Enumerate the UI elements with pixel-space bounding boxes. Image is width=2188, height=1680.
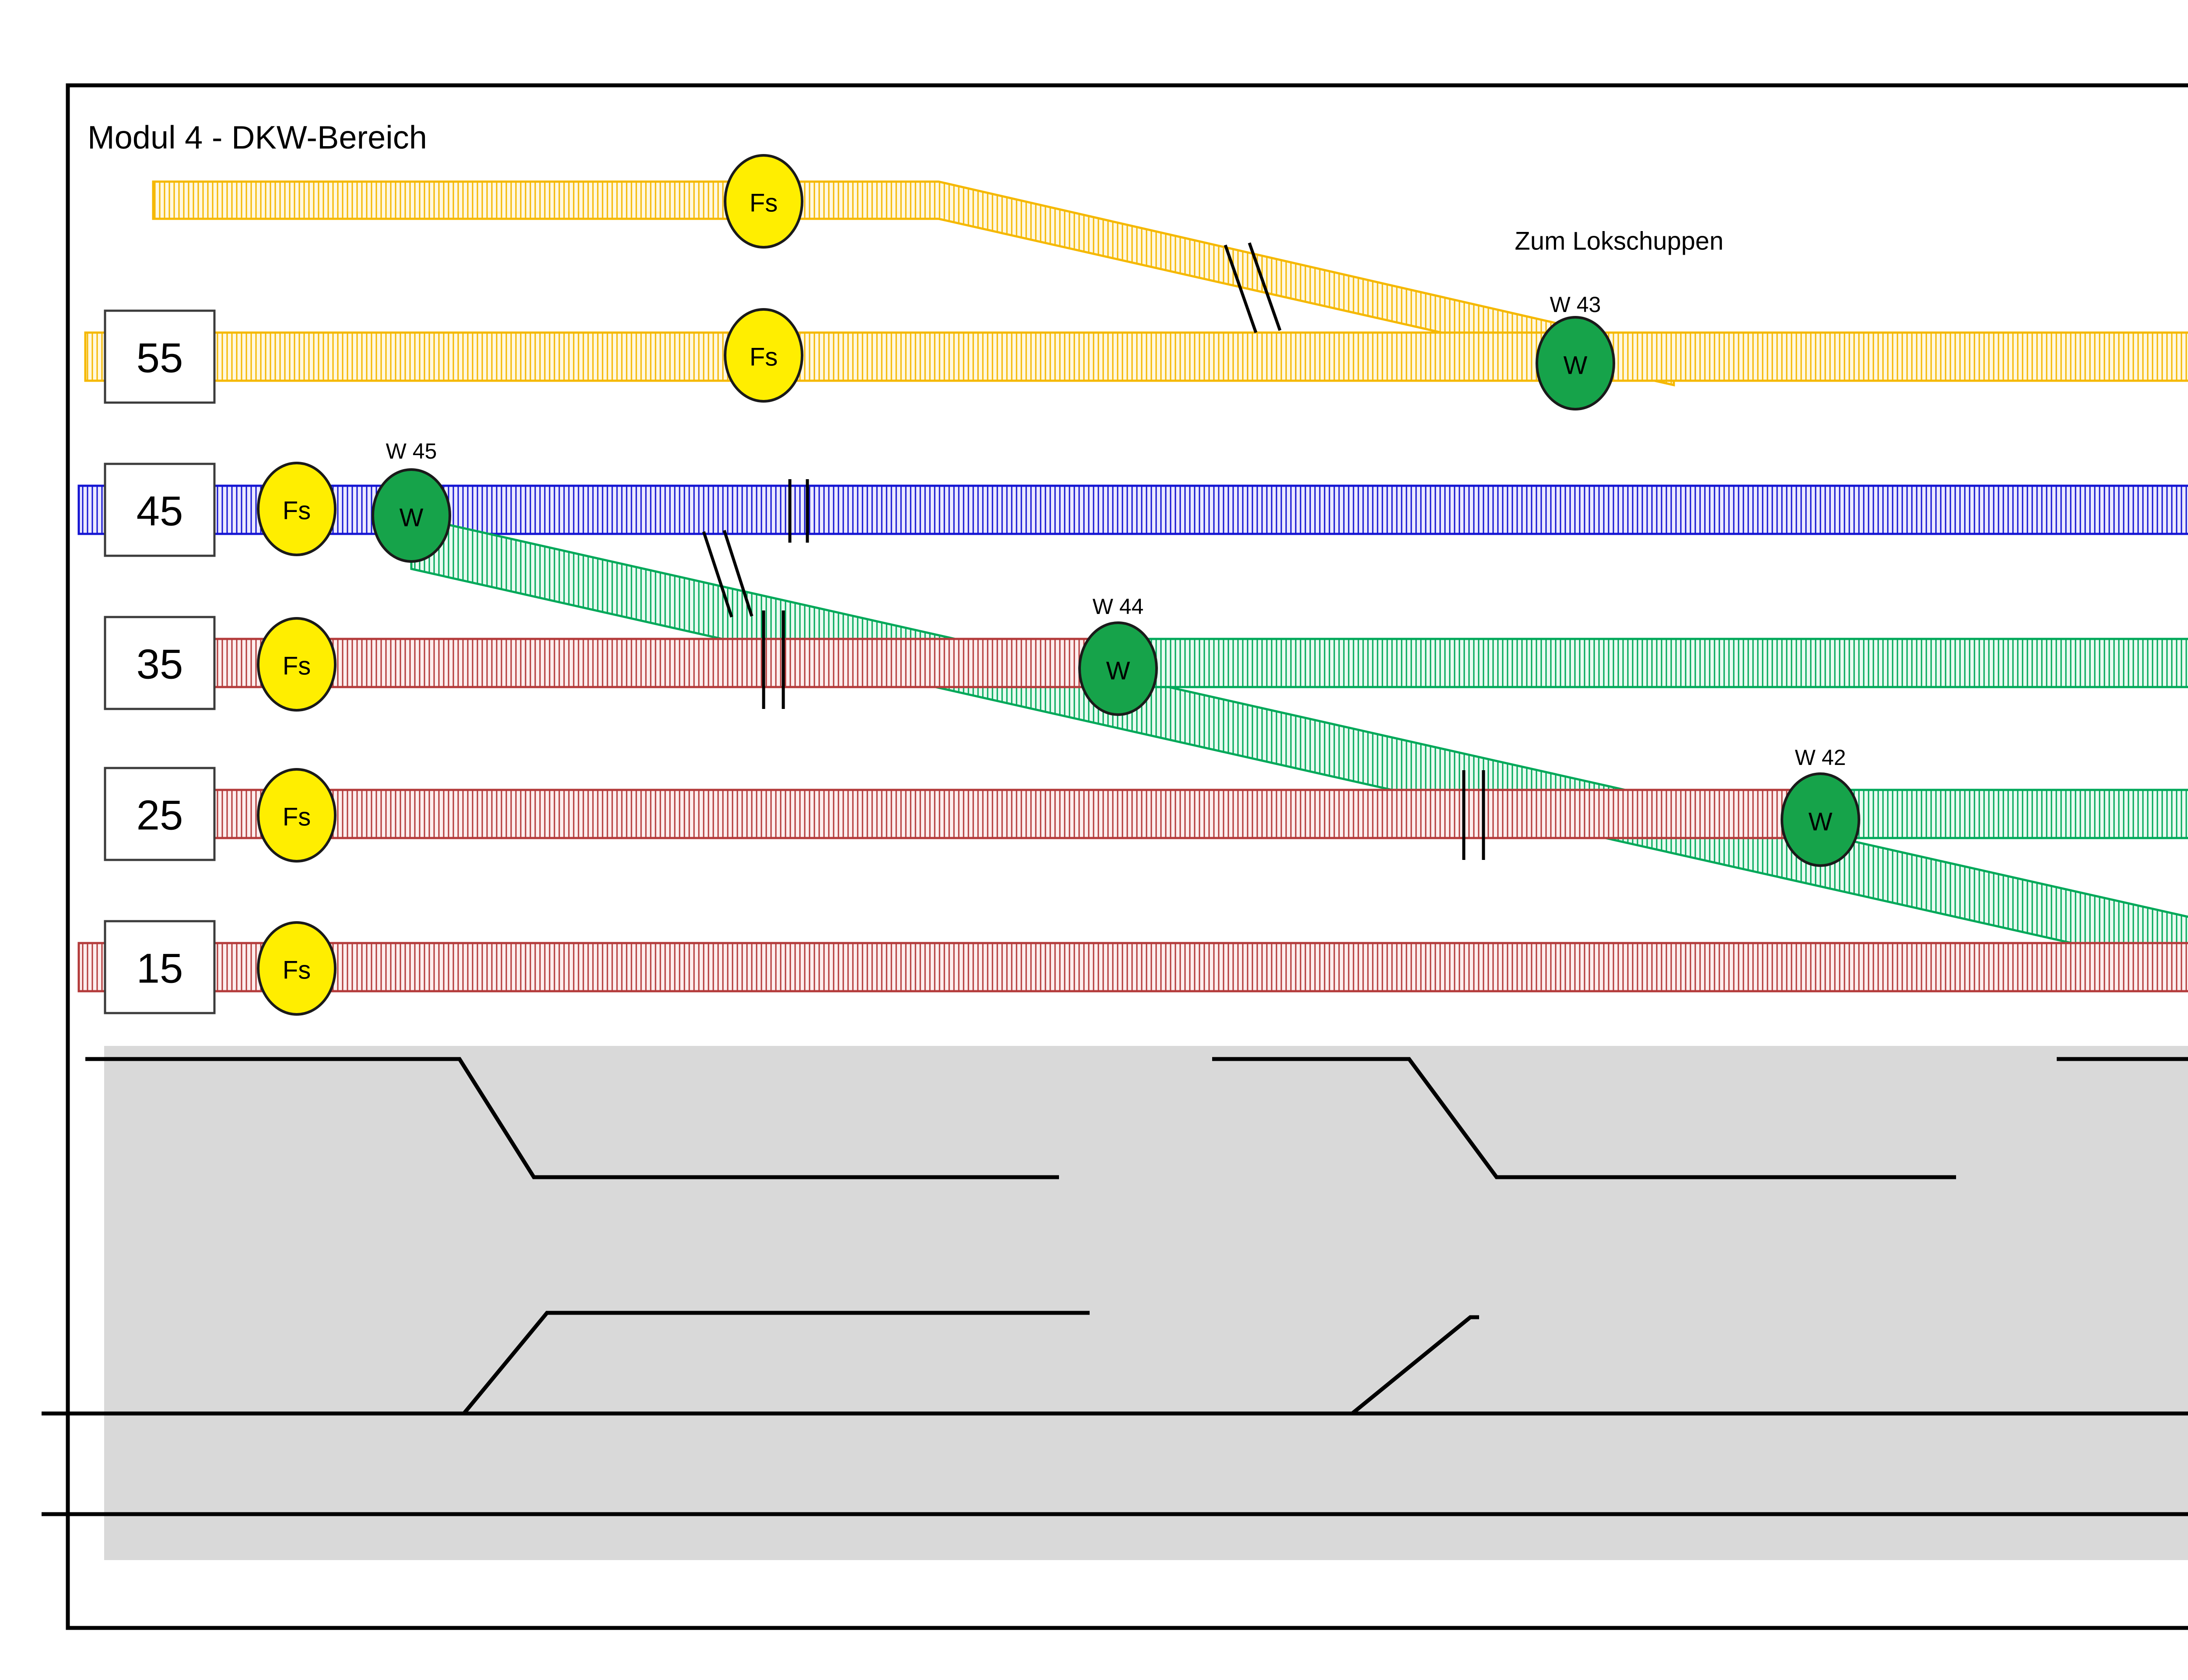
signal-icon-35-left [257,617,337,712]
track-band-25-red [106,789,1841,839]
signal-icon-25-left [257,768,337,863]
annotation-zum-lokschuppen: Zum Lokschuppen [1515,227,1723,255]
apron-shape [104,1046,2188,1560]
switch-marker-w45[interactable]: W 45 W [372,439,451,563]
track-box-25-label: 25 [137,792,183,839]
switch-label-w44: W 44 [1093,594,1144,619]
joint-mark-green-upper [702,530,754,618]
track-box-35[interactable]: 35 [104,616,216,710]
signal-icon-55-left [724,308,803,403]
joint-mark-25 [1462,770,1485,860]
joint-mark-35 [762,610,785,709]
signal-marker-15-left-label: Fs [283,956,311,985]
track-band-25-24 [106,789,2188,839]
apron-line-2 [1212,1057,1956,1179]
track-box-25[interactable]: 25 [104,767,216,861]
signal-marker-35-left-label: Fs [283,652,311,680]
track-box-55[interactable]: 55 [104,309,216,404]
track-box-45[interactable]: 45 [104,463,216,557]
signal-marker-55-left[interactable]: Fs [724,308,803,403]
switch-marker-w42[interactable]: W 42 W [1781,745,1860,867]
switch-marker-w43-letter: W [1564,351,1588,380]
switch-label-w45: W 45 [386,439,437,463]
track-box-15[interactable]: 15 [104,920,216,1014]
switch-marker-w42-letter: W [1809,808,1833,836]
track-band-33-green [1112,638,2188,688]
apron-line-4 [462,1311,1090,1415]
switch-label-w42: W 42 [1795,745,1846,770]
switch-label-w43: W 43 [1550,292,1601,317]
track-box-55-label: 55 [137,335,183,382]
signal-markers: Fs Fs Fs Fs Fs Fs [257,154,803,1016]
switch-icon-w44 [1078,621,1158,716]
track-band-24-green [1839,789,2188,839]
track-band-55-54 [84,331,2188,382]
signal-icon-45-left [257,462,337,556]
signal-marker-25-left-label: Fs [283,803,311,831]
signal-icon-top-yellow [724,154,803,249]
switch-icon-w45 [372,468,451,563]
switch-marker-w44[interactable]: W 44 W [1078,594,1158,716]
switch-icon-w42 [1781,772,1860,867]
signal-marker-45-left[interactable]: Fs [257,462,337,556]
switch-marker-w44-letter: W [1106,657,1130,685]
signal-marker-15-left[interactable]: Fs [257,921,337,1016]
track-box-45-label: 45 [137,488,183,535]
track-box-15-label: 15 [137,945,183,992]
switch-icon-w43 [1536,316,1615,410]
signal-marker-55-left-label: Fs [750,343,778,372]
apron-line-1 [85,1057,1059,1179]
apron-line-3 [2057,1057,2188,1061]
switch-marker-w43[interactable]: W 43 W [1536,292,1615,410]
rail-joint-marks [702,242,1485,860]
apron-line-5 [1351,1315,1479,1415]
signal-marker-top-yellow-label: Fs [750,189,778,217]
signal-marker-35-left[interactable]: Fs [257,617,337,712]
signal-marker-45-left-label: Fs [283,497,311,525]
joint-mark-45 [788,479,809,543]
track-band-15-14 [77,942,2188,993]
track-box-35-label: 35 [137,641,183,688]
signal-icon-15-left [257,921,337,1016]
signal-marker-top-yellow[interactable]: Fs [724,154,803,249]
switch-markers: W 43 W W 45 W W 44 W W 42 W W 41 [372,292,1860,867]
track-band-15-red [77,942,2188,993]
track-band-55-54-rect [84,331,2188,382]
switch-marker-w45-letter: W [400,504,424,532]
track-top-yellow-stub [152,180,1675,387]
signal-marker-25-left[interactable]: Fs [257,768,337,863]
track-band-top-yellow [152,180,1675,387]
apron-area [42,1046,2188,1560]
diagram-frame [66,83,2188,1630]
page-title: Modul 4 - DKW-Bereich [88,119,427,156]
joint-mark-top-yellow [1224,242,1282,333]
track-number-boxes: 55 54 45 44 35 33 [104,309,216,1014]
